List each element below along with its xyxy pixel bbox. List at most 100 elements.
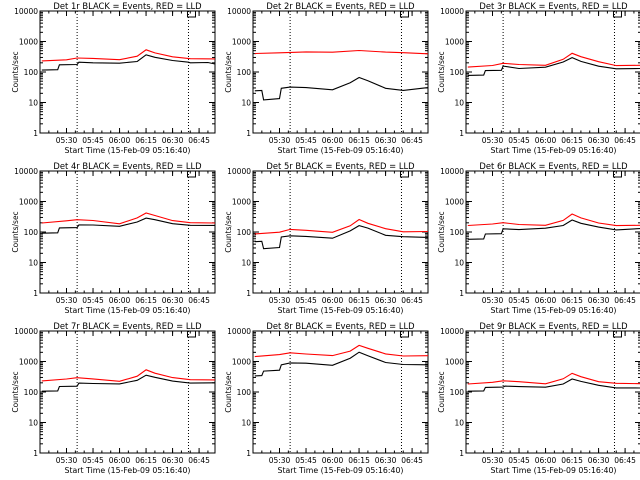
interval-marker xyxy=(612,171,622,178)
x-tick-label: 06:00 xyxy=(322,296,344,305)
x-axis-label: Start Time (15-Feb-09 05:16:40) xyxy=(491,146,617,155)
y-tick-label: 1000 xyxy=(232,38,251,47)
x-tick-label: 06:00 xyxy=(322,136,344,145)
x-tick-label: 05:45 xyxy=(295,296,317,305)
y-tick-label: 1 xyxy=(33,129,38,138)
y-tick-label: 1000 xyxy=(445,198,464,207)
x-tick-label: 06:45 xyxy=(188,296,210,305)
y-tick-label: 10 xyxy=(454,259,464,268)
interval-marker xyxy=(399,331,409,338)
events-series-line xyxy=(254,351,429,377)
chart-panel-7: Det 7r BLACK = Events, RED = LLD 1 10 100 10… xyxy=(11,321,216,475)
y-tick-label: 1 xyxy=(33,289,38,298)
chart-panel-5: Det 5r BLACK = Events, RED = LLD 1 10 100 10… xyxy=(224,161,429,315)
chart-panel-2: Det 2r BLACK = Events, RED = LLD 1 10 100 10… xyxy=(224,1,429,155)
x-tick-label: 06:00 xyxy=(535,296,557,305)
y-tick-label: 100 xyxy=(450,388,465,397)
x-tick-label: 06:45 xyxy=(401,136,423,145)
lld-series-line xyxy=(41,212,216,225)
y-tick-label: 10 xyxy=(454,419,464,428)
x-tick-label: 06:15 xyxy=(135,456,157,465)
x-tick-label: 06:00 xyxy=(535,456,557,465)
lld-series-line xyxy=(41,369,216,382)
y-tick-label: 1 xyxy=(33,449,38,458)
x-tick-label: 06:45 xyxy=(401,296,423,305)
y-tick-label: 1000 xyxy=(232,198,251,207)
x-tick-label: 05:30 xyxy=(482,456,504,465)
y-tick-label: 1 xyxy=(246,289,251,298)
events-series-line xyxy=(467,56,640,76)
chart-title: Det 8r BLACK = Events, RED = LLD xyxy=(266,321,414,331)
y-axis-label: Counts/sec xyxy=(11,211,20,252)
x-tick-label: 06:30 xyxy=(162,296,184,305)
events-series-line xyxy=(254,225,429,250)
x-tick-label: 05:30 xyxy=(269,136,291,145)
x-axis-label: Start Time (15-Feb-09 05:16:40) xyxy=(278,306,404,315)
events-series-line xyxy=(41,374,216,392)
events-series-line xyxy=(467,219,640,240)
chart-title: Det 3r BLACK = Events, RED = LLD xyxy=(479,1,627,11)
lld-series-line xyxy=(41,49,216,62)
y-tick-label: 10 xyxy=(28,419,38,428)
events-series-line xyxy=(467,378,640,392)
x-tick-label: 06:15 xyxy=(348,456,370,465)
x-tick-label: 05:45 xyxy=(82,456,104,465)
chart-title: Det 5r BLACK = Events, RED = LLD xyxy=(266,161,414,171)
y-tick-label: 1 xyxy=(246,129,251,138)
chart-title: Det 4r BLACK = Events, RED = LLD xyxy=(53,161,201,171)
x-tick-label: 06:30 xyxy=(162,456,184,465)
y-tick-label: 10000 xyxy=(227,7,251,16)
x-tick-label: 06:45 xyxy=(614,296,636,305)
interval-marker xyxy=(186,171,196,178)
events-series-line xyxy=(254,76,429,101)
y-tick-label: 100 xyxy=(450,228,465,237)
x-tick-label: 05:45 xyxy=(295,456,317,465)
x-tick-label: 06:30 xyxy=(588,456,610,465)
x-tick-label: 06:30 xyxy=(588,296,610,305)
y-axis-label: Counts/sec xyxy=(11,371,20,412)
y-tick-label: 1000 xyxy=(445,38,464,47)
y-tick-label: 10 xyxy=(241,99,251,108)
x-tick-label: 06:00 xyxy=(535,136,557,145)
y-tick-label: 10000 xyxy=(14,167,38,176)
x-tick-label: 05:45 xyxy=(295,136,317,145)
x-axis-label: Start Time (15-Feb-09 05:16:40) xyxy=(65,146,191,155)
y-tick-label: 10000 xyxy=(227,167,251,176)
chart-title: Det 7r BLACK = Events, RED = LLD xyxy=(53,321,201,331)
x-tick-label: 05:30 xyxy=(482,296,504,305)
y-tick-label: 1 xyxy=(459,129,464,138)
y-axis-label: Counts/sec xyxy=(224,211,233,252)
y-tick-label: 100 xyxy=(24,388,39,397)
chart-title: Det 6r BLACK = Events, RED = LLD xyxy=(479,161,627,171)
x-axis-label: Start Time (15-Feb-09 05:16:40) xyxy=(278,466,404,475)
y-tick-label: 100 xyxy=(24,68,39,77)
x-tick-label: 05:30 xyxy=(269,456,291,465)
y-tick-label: 1000 xyxy=(19,358,38,367)
x-axis-label: Start Time (15-Feb-09 05:16:40) xyxy=(65,306,191,315)
y-tick-label: 1 xyxy=(246,449,251,458)
chart-panel-8: Det 8r BLACK = Events, RED = LLD 1 10 100 10… xyxy=(224,321,429,475)
lld-series-line xyxy=(467,52,640,68)
lld-series-line xyxy=(254,218,429,235)
x-tick-label: 06:30 xyxy=(375,456,397,465)
y-tick-label: 10 xyxy=(28,259,38,268)
x-tick-label: 06:15 xyxy=(135,296,157,305)
x-tick-label: 05:45 xyxy=(508,296,530,305)
x-tick-label: 05:30 xyxy=(56,296,78,305)
chart-title: Det 9r BLACK = Events, RED = LLD xyxy=(479,321,627,331)
chart-panel-1: Det 1r BLACK = Events, RED = LLD 1 10 100 10… xyxy=(11,1,216,155)
y-tick-label: 1 xyxy=(459,289,464,298)
x-tick-label: 06:45 xyxy=(614,456,636,465)
y-tick-label: 1000 xyxy=(19,198,38,207)
chart-panel-4: Det 4r BLACK = Events, RED = LLD 1 10 100 10… xyxy=(11,161,216,315)
y-axis-label: Counts/sec xyxy=(224,371,233,412)
y-axis-label: Counts/sec xyxy=(437,51,446,92)
x-tick-label: 06:15 xyxy=(561,456,583,465)
y-tick-label: 10000 xyxy=(227,327,251,336)
x-tick-label: 05:45 xyxy=(508,456,530,465)
y-tick-label: 100 xyxy=(24,228,39,237)
y-tick-label: 10000 xyxy=(440,327,464,336)
x-axis-label: Start Time (15-Feb-09 05:16:40) xyxy=(491,306,617,315)
x-tick-label: 05:30 xyxy=(269,296,291,305)
